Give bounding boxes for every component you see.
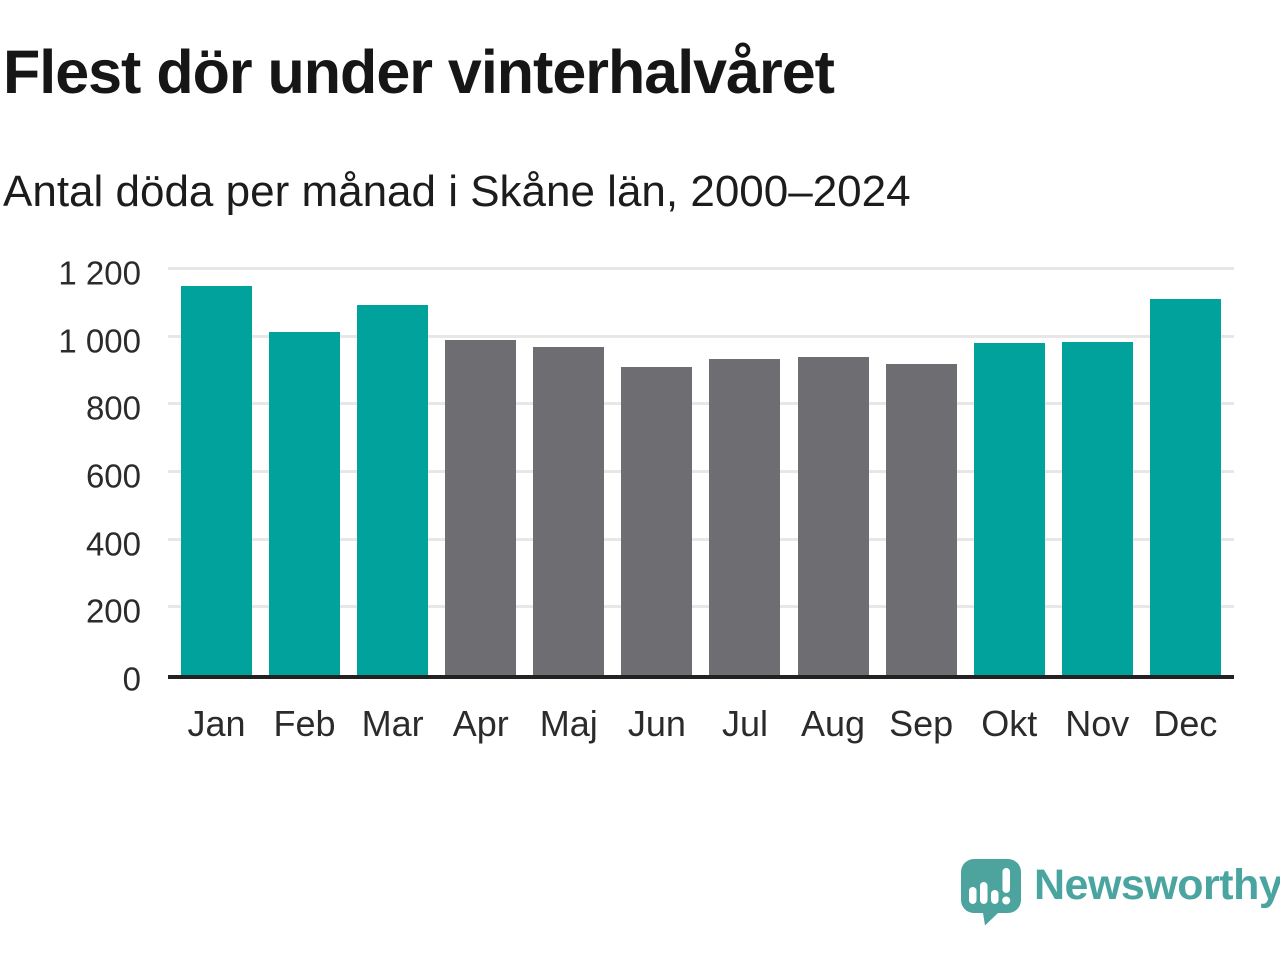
x-tick-label-jul: Jul	[721, 703, 768, 744]
x-tick-label-nov: Nov	[1065, 703, 1130, 744]
y-tick-label-0: 0	[122, 660, 141, 698]
gridline-1200	[168, 267, 1234, 270]
y-tick-label-1000: 1 000	[58, 322, 141, 360]
brand-name: Newsworthy	[1034, 861, 1280, 909]
gridline-800	[168, 402, 1234, 406]
gridline-200	[168, 605, 1234, 609]
bar-jul	[709, 358, 781, 675]
y-tick-label-600: 600	[85, 457, 141, 495]
x-tick-label-okt: Okt	[981, 703, 1038, 744]
x-tick-label-mar: Mar	[361, 703, 424, 744]
plot-area	[168, 267, 1234, 679]
x-tick-label-feb: Feb	[273, 703, 336, 744]
bar-sep	[885, 363, 957, 675]
y-axis: 0 200 400 600 800 1 000 1 200	[0, 257, 141, 696]
gridline-600	[168, 470, 1234, 473]
x-tick-label-apr: Apr	[452, 703, 509, 744]
bar-feb	[269, 331, 341, 675]
bars-row	[168, 273, 1234, 675]
logo-exclamation-bar	[1002, 868, 1010, 893]
gridline-1000	[168, 334, 1234, 338]
x-tick-label-aug: Aug	[801, 703, 866, 744]
bar-jun	[621, 367, 693, 675]
x-tick-label-jun: Jun	[627, 703, 686, 744]
x-tick-label-dec: Dec	[1153, 703, 1218, 744]
bar-aug	[797, 356, 869, 675]
bar-okt	[973, 343, 1045, 675]
x-tick-label-sep: Sep	[889, 703, 954, 744]
bar-nov	[1061, 341, 1133, 675]
logo-bar-1	[969, 887, 977, 904]
y-tick-label-1200: 1 200	[58, 254, 141, 292]
y-tick-label-800: 800	[85, 389, 141, 427]
logo-bar-2	[980, 882, 988, 904]
chart-title: Flest dör under vinterhalvåret	[3, 38, 835, 106]
logo-exclamation-dot	[1002, 896, 1011, 905]
newsworthy-logo-icon	[961, 859, 1021, 926]
gridline-400	[168, 537, 1234, 541]
x-tick-label-maj: Maj	[539, 703, 598, 744]
chart-subtitle: Antal döda per månad i Skåne län, 2000–2…	[3, 167, 911, 216]
bar-jan	[181, 285, 252, 675]
brand-footer: Newsworthy	[960, 858, 1280, 926]
y-tick-label-200: 200	[85, 592, 141, 630]
bar-apr	[445, 340, 517, 675]
y-tick-label-400: 400	[85, 525, 141, 563]
x-tick-label-jan: Jan	[187, 703, 246, 744]
bar-dec	[1149, 299, 1221, 675]
x-axis: Jan Feb Mar Apr Maj Jun Jul Aug Sep Okt Nov Dec	[168, 706, 1234, 742]
logo-bar-3	[991, 890, 999, 904]
bar-maj	[533, 346, 605, 675]
bar-mar	[357, 304, 429, 675]
